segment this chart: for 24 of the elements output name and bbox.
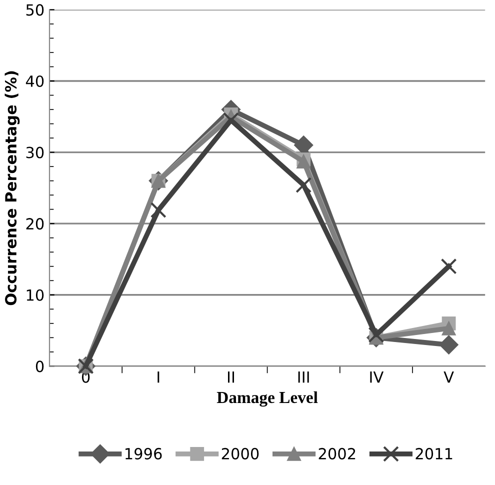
- legend-label: 2000: [222, 448, 259, 460]
- point: [442, 321, 456, 336]
- x-tick-label: III: [298, 372, 309, 383]
- point: [440, 258, 457, 274]
- y-tick-label: 20: [26, 218, 44, 230]
- y-tick-label: 50: [26, 4, 44, 16]
- legend-label: 2011: [416, 448, 452, 460]
- x-tick-label: IV: [370, 372, 384, 383]
- y-tick-label: 30: [26, 146, 44, 158]
- y-tick-label: 0: [36, 360, 44, 372]
- point: [296, 154, 311, 169]
- y-tick-label: 40: [26, 75, 44, 88]
- y-axis-title: Occurrence Percentage (%): [4, 71, 20, 306]
- legend-label: 2002: [318, 448, 356, 460]
- x-tick-label: V: [444, 372, 454, 383]
- point: [368, 326, 384, 343]
- point: [296, 177, 312, 194]
- x-tick-label: I: [158, 372, 160, 383]
- x-tick-label: II: [228, 372, 234, 383]
- point: [439, 335, 458, 354]
- point: [150, 202, 166, 218]
- x-axis-title: Damage Level: [216, 391, 318, 407]
- legend-label: 1996: [126, 448, 162, 460]
- y-tick-label: 10: [26, 289, 44, 301]
